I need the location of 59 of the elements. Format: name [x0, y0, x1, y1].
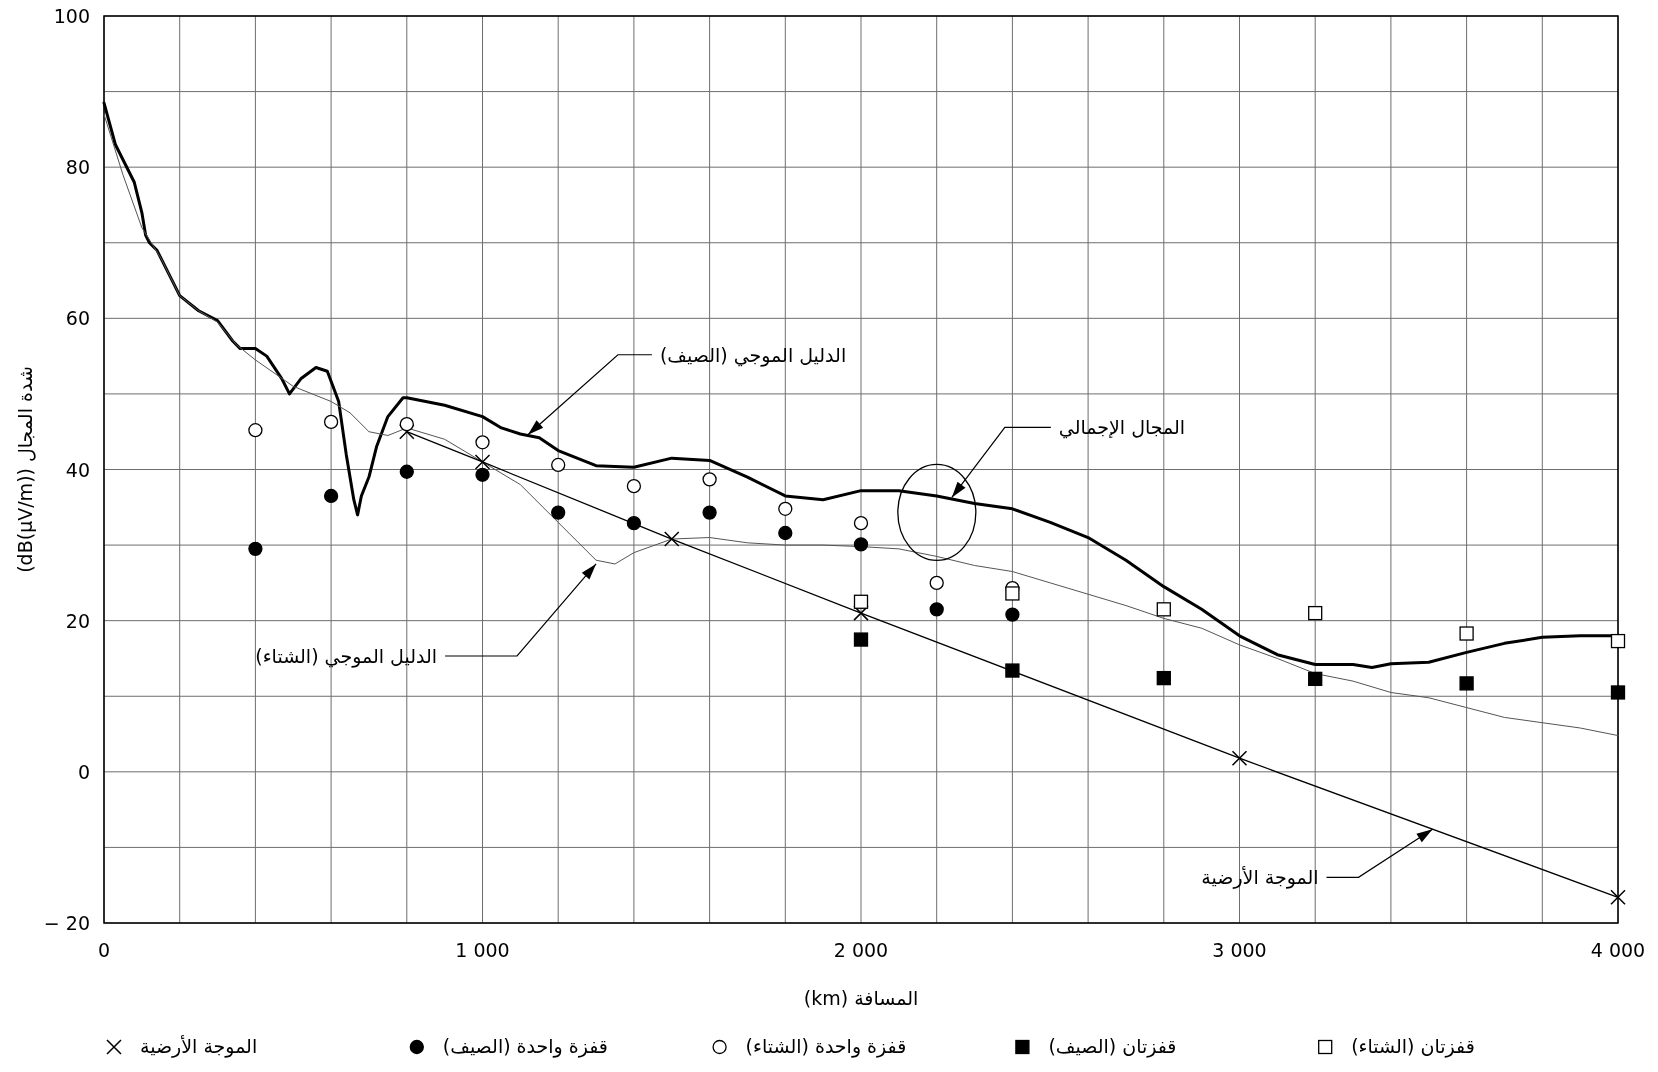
- legend-label: قفزتان (الشتاء): [1351, 1035, 1475, 1058]
- point: [853, 594, 869, 609]
- legend-label: قفزتان (الصيف): [1048, 1035, 1177, 1058]
- y-tick-label: 0: [77, 760, 90, 783]
- point: [853, 537, 869, 552]
- point: [929, 602, 944, 617]
- point: [664, 531, 680, 547]
- point: [1005, 663, 1020, 678]
- point: [626, 478, 642, 494]
- point: [626, 516, 642, 531]
- point: [1156, 602, 1171, 617]
- point: [475, 435, 490, 450]
- point: [853, 632, 869, 647]
- y-tick-label: 20: [65, 609, 90, 632]
- y-tick-label: 60: [65, 307, 90, 330]
- point: [1308, 671, 1323, 687]
- point: [1308, 605, 1323, 621]
- point: [248, 541, 263, 557]
- point: [1610, 889, 1626, 906]
- point: [1231, 750, 1248, 766]
- point: [399, 464, 414, 479]
- point: [778, 525, 793, 541]
- point: [1610, 633, 1626, 649]
- point: [702, 472, 717, 487]
- annotation: الدليل الموجي (الشتاء): [255, 644, 438, 668]
- x-axis-title: المسافة (km): [803, 987, 919, 1009]
- x-tick-label: 3 000: [1212, 939, 1267, 961]
- point: [1459, 626, 1474, 641]
- point: [1156, 670, 1171, 686]
- point: [248, 423, 263, 438]
- y-tick-label: 80: [65, 156, 90, 179]
- point: [1005, 607, 1020, 622]
- x-tick-label: 2 000: [833, 939, 889, 961]
- point: [551, 457, 566, 473]
- legend-label: الموجة الأرضية: [140, 1035, 258, 1058]
- point: [323, 414, 339, 430]
- x-tick-label: 1 000: [455, 939, 510, 961]
- point: [474, 454, 491, 470]
- point: [323, 488, 339, 504]
- point: [551, 505, 566, 520]
- point: [475, 467, 490, 482]
- y-tick-label: − 20: [43, 912, 90, 934]
- x-tick-label: 4 000: [1590, 939, 1646, 961]
- x-tick-label: 0: [97, 939, 111, 961]
- point: [1610, 685, 1626, 700]
- point: [399, 417, 414, 432]
- point: [1459, 676, 1474, 691]
- y-tick-label: 100: [53, 5, 90, 27]
- point: [1005, 586, 1020, 601]
- point: [929, 575, 944, 591]
- y-tick-label: 40: [65, 458, 90, 481]
- point: [778, 501, 793, 516]
- point: [702, 505, 717, 520]
- annotation: الدليل الموجي (الصيف): [659, 343, 847, 367]
- legend-label: قفزة واحدة (الشتاء): [745, 1035, 907, 1058]
- point: [853, 516, 869, 531]
- annotation: المجال الإجمالي: [1058, 416, 1186, 440]
- legend-label: قفزة واحدة (الصيف): [442, 1035, 608, 1058]
- y-axis-title: شدة المجال (dB(μV/m)): [14, 366, 36, 573]
